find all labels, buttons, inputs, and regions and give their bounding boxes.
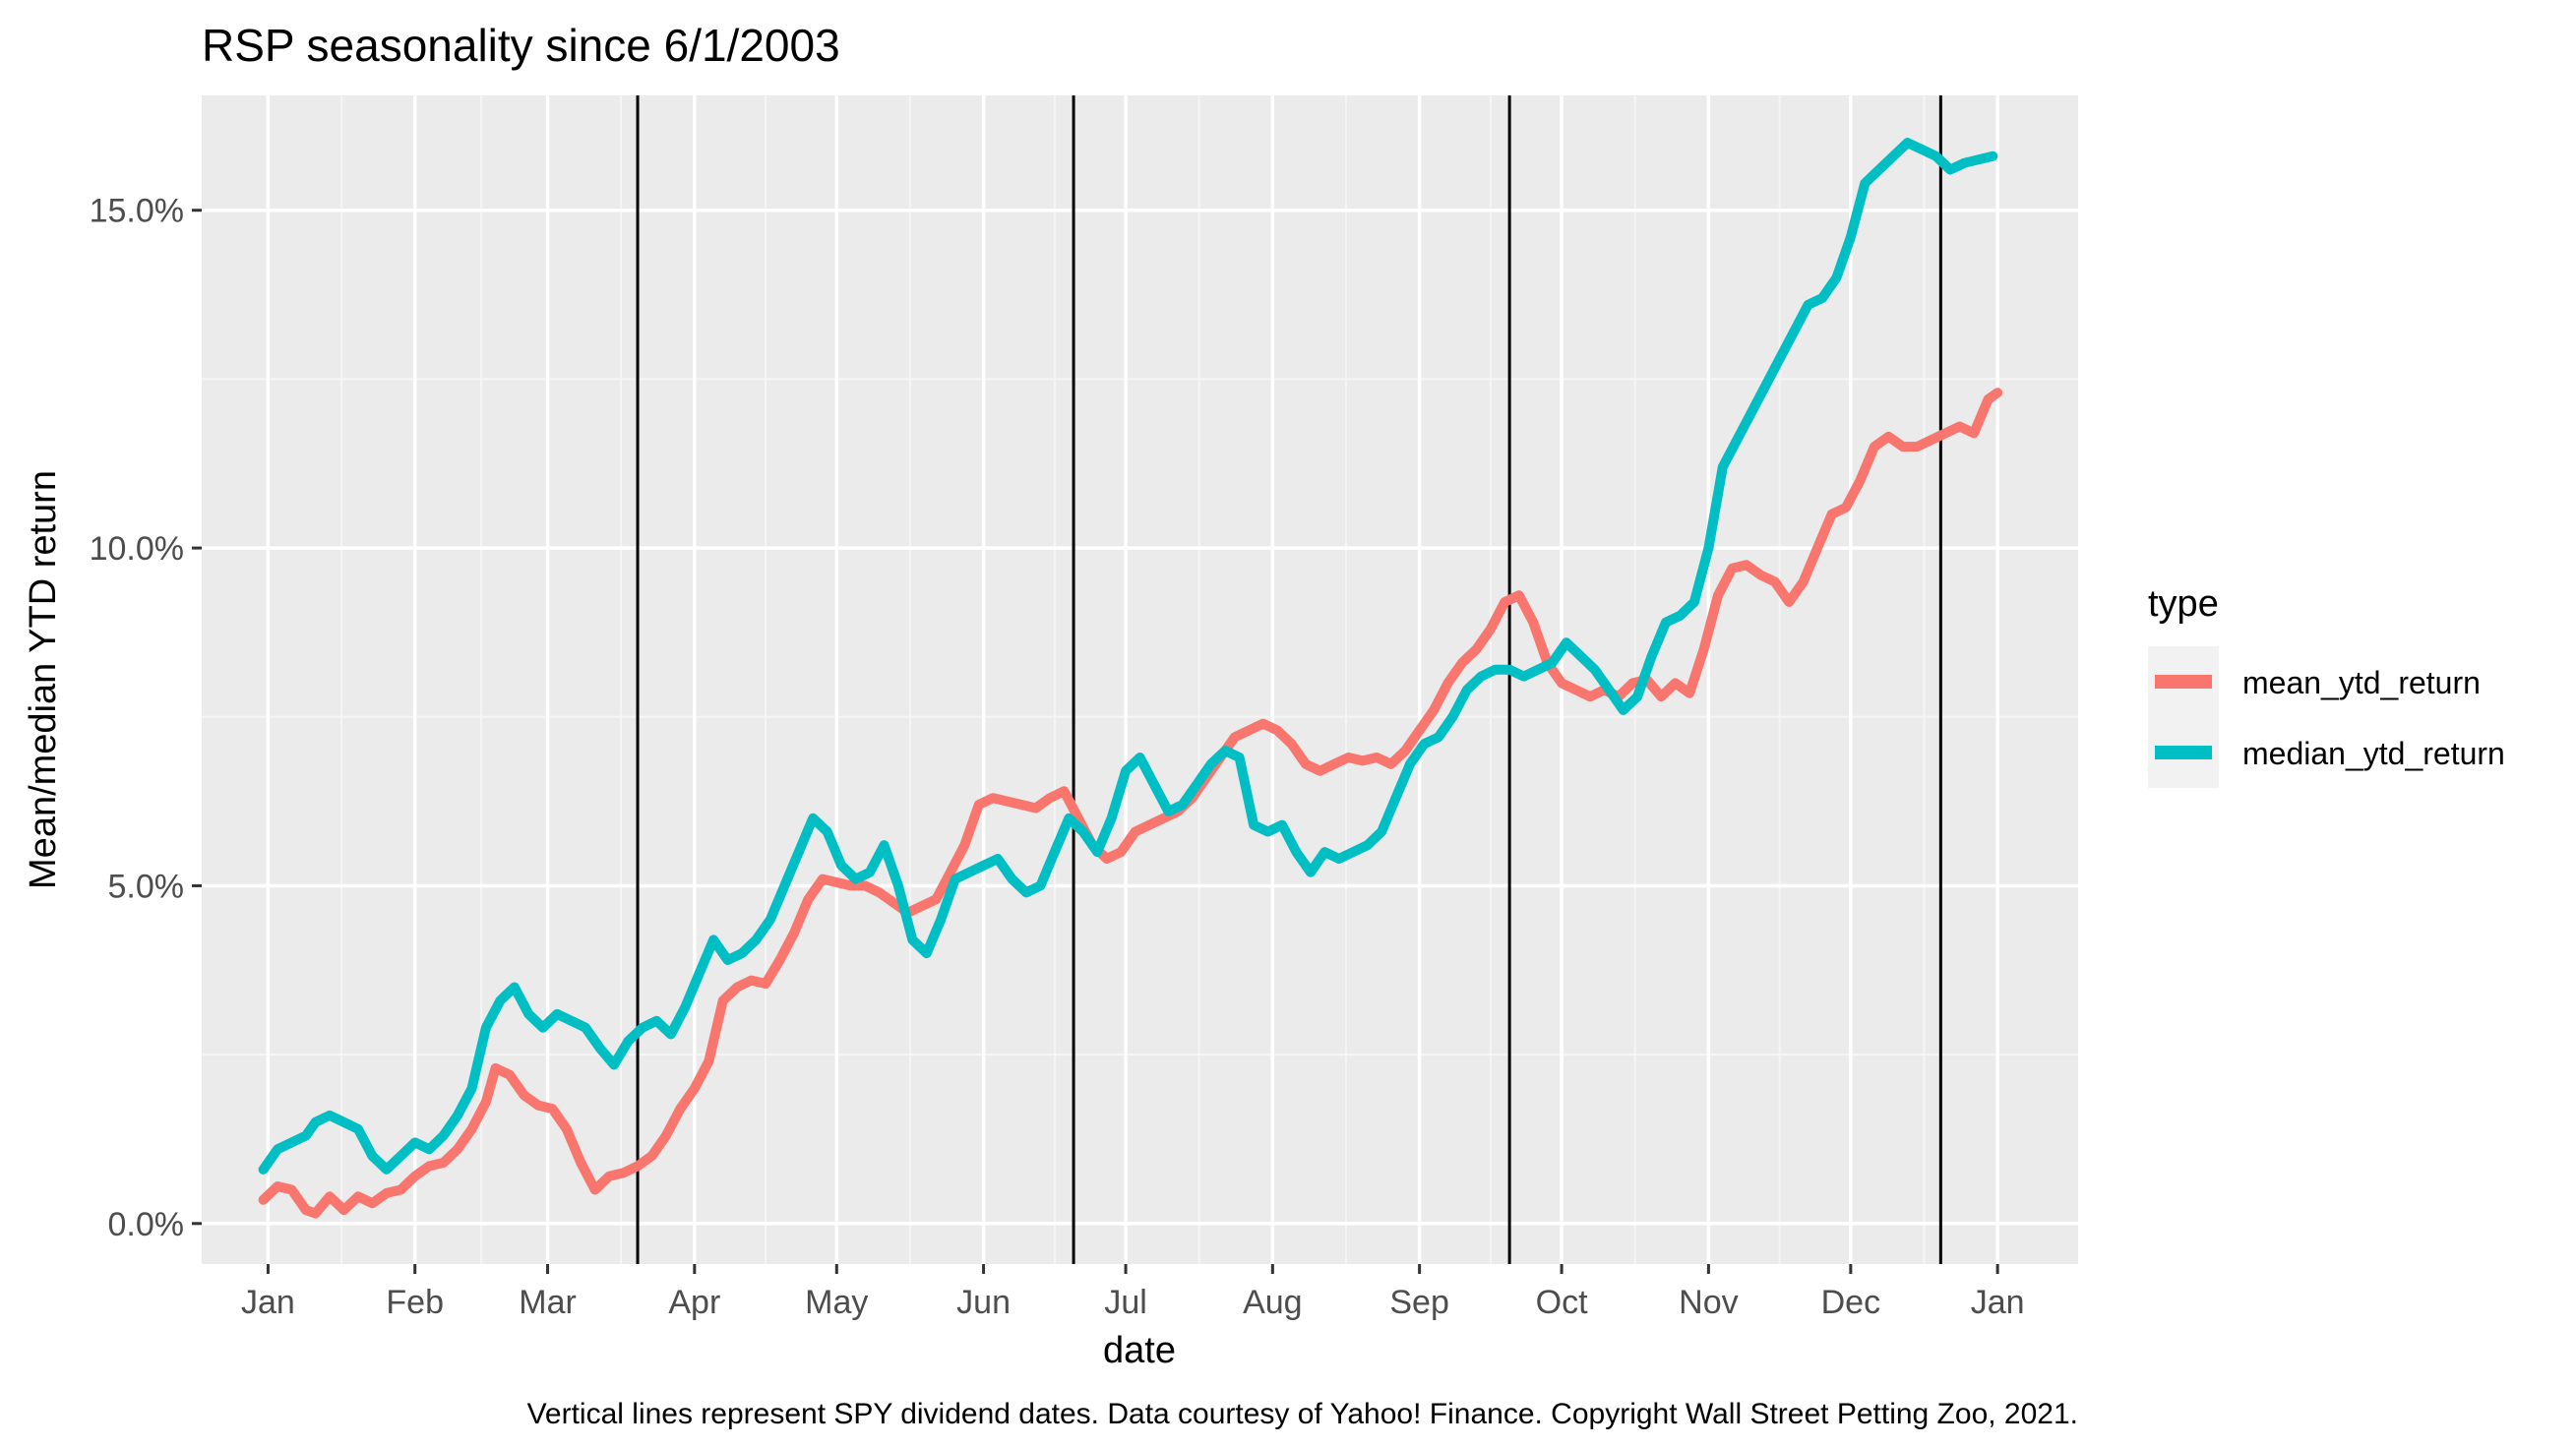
series-line-mean_ytd_return: [258, 388, 2003, 1219]
legend-title: type: [2148, 583, 2219, 625]
y-tick-label: 5.0%: [108, 868, 185, 905]
x-tick-label: Apr: [668, 1284, 720, 1321]
series-lines: [258, 138, 2003, 1219]
x-tick-label: Oct: [1536, 1284, 1588, 1321]
chart-title: RSP seasonality since 6/1/2003: [202, 20, 840, 71]
y-tick-label: 0.0%: [108, 1206, 185, 1243]
axis-ticks: Jan Feb Mar Apr May Jun Jul Aug Sep Oct Nov Dec Jan 0…: [90, 193, 2025, 1321]
x-tick-label: Jan: [241, 1284, 295, 1321]
series-line-median_ytd_return: [258, 138, 1998, 1175]
x-tick-label: May: [805, 1284, 868, 1321]
dividend-lines: [636, 95, 1942, 1264]
chart-caption: Vertical lines represent SPY dividend da…: [527, 1398, 2078, 1430]
x-tick-label: Feb: [386, 1284, 444, 1321]
plot-panel: [202, 95, 2078, 1264]
x-tick-label: Dec: [1821, 1284, 1880, 1321]
x-tick-label: Jan: [1971, 1284, 2025, 1321]
x-tick-label: Sep: [1389, 1284, 1449, 1321]
x-tick-label: Jun: [956, 1284, 1011, 1321]
y-tick-label: 10.0%: [90, 530, 184, 568]
legend-label-median: median_ytd_return: [2242, 736, 2505, 771]
x-tick-label: Jul: [1104, 1284, 1146, 1321]
y-axis-title: Mean/median YTD return: [23, 470, 64, 889]
y-tick-label: 15.0%: [90, 193, 184, 230]
legend-label-mean: mean_ytd_return: [2242, 665, 2481, 700]
x-tick-label: Mar: [519, 1284, 577, 1321]
x-axis-title: date: [1103, 1330, 1176, 1371]
legend: type mean_ytd_return median_ytd_return: [2148, 583, 2505, 788]
x-tick-label: Aug: [1243, 1284, 1303, 1321]
x-tick-label: Nov: [1679, 1284, 1738, 1321]
